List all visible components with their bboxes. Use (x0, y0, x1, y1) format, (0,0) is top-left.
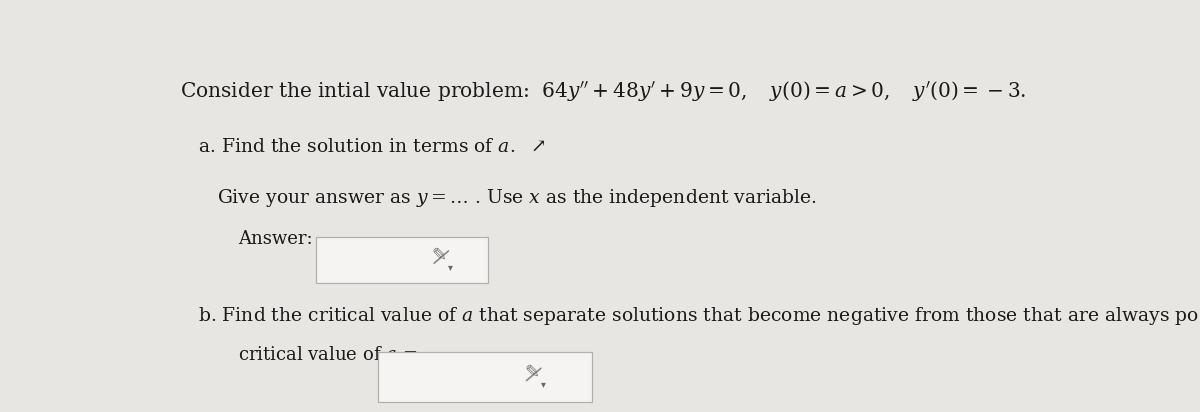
FancyBboxPatch shape (316, 236, 487, 283)
Text: b. Find the critical value of $a$ that separate solutions that become negative f: b. Find the critical value of $a$ that s… (198, 305, 1200, 327)
Text: Consider the intial value problem:  $64y'' + 48y' + 9y = 0,$$\quad y(0) = a > 0,: Consider the intial value problem: $64y'… (180, 80, 1026, 104)
Text: Give your answer as $y = \ldots$ . Use $x$ as the independent variable.: Give your answer as $y = \ldots$ . Use $… (217, 187, 817, 209)
Text: ✎: ✎ (524, 364, 540, 382)
Text: a. Find the solution in terms of $a$.  $\nearrow$: a. Find the solution in terms of $a$. $\… (198, 138, 546, 156)
Text: Answer:: Answer: (239, 230, 313, 248)
Text: ▾: ▾ (540, 379, 546, 389)
Text: ▾: ▾ (448, 262, 454, 272)
Text: ✎: ✎ (432, 246, 446, 265)
Text: critical value of $a$ =: critical value of $a$ = (239, 346, 418, 364)
FancyBboxPatch shape (378, 352, 592, 402)
